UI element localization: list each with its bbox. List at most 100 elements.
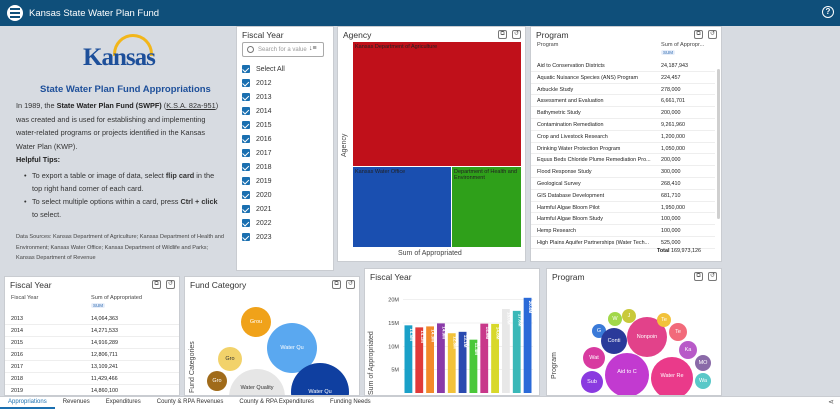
tab-county-rpa-revenues[interactable]: County & RPA Revenues	[156, 399, 224, 405]
table-row[interactable]: 2018 11,429,466	[5, 373, 179, 385]
table-row[interactable]: Bathymetric Study 200,000	[531, 107, 715, 119]
flip-card-icon[interactable]: ↺	[346, 280, 355, 289]
card-title: Agency	[343, 30, 372, 40]
agency-card: Agency ⧉ ↺ Kansas Department of Agricultu…	[337, 26, 526, 262]
table-row[interactable]: 2017 13,109,241	[5, 361, 179, 373]
bubble[interactable]: Te	[657, 313, 671, 327]
table-row[interactable]: Aid to Conservation Districts 24,187,943	[531, 60, 715, 72]
bubble[interactable]: Water Re	[651, 357, 693, 395]
bar-2014[interactable]	[426, 326, 434, 393]
bubble[interactable]: Wat	[583, 347, 605, 369]
flip-card-icon[interactable]: ↺	[708, 30, 717, 39]
year-checkbox-2012[interactable]: 2012	[242, 79, 272, 87]
table-row[interactable]: Aquatic Nuisance Species (ANS) Program 22…	[531, 72, 715, 84]
filter-icon[interactable]: ⧉	[152, 280, 161, 289]
table-row[interactable]: Geological Survey 268,410	[531, 178, 715, 190]
year-checkbox-2020[interactable]: 2020	[242, 191, 272, 199]
table-row[interactable]: Equus Beds Chloride Plume Remediation Pr…	[531, 154, 715, 167]
year-checkbox-2014[interactable]: 2014	[242, 107, 272, 115]
filter-icon[interactable]: ⧉	[694, 272, 703, 281]
bar-2019[interactable]	[480, 323, 489, 393]
tab-revenues[interactable]: Revenues	[62, 399, 90, 405]
bubble[interactable]: Te	[669, 323, 687, 341]
bar-2018[interactable]	[469, 339, 478, 393]
filter-icon[interactable]: ⧉	[332, 280, 341, 289]
year-checkbox-2018[interactable]: 2018	[242, 163, 272, 171]
checkbox-icon	[242, 93, 250, 101]
sort-icon[interactable]: ↓≡	[309, 45, 317, 52]
year-checkbox-2013[interactable]: 2013	[242, 93, 272, 101]
search-input[interactable]: Search for a value	[242, 42, 324, 57]
treemap-cell-health[interactable]: Department of Health and Environment	[452, 167, 521, 247]
bubble[interactable]: Gro	[218, 347, 242, 371]
column-header-sum[interactable]: Sum of Appropriated	[91, 295, 142, 301]
table-row[interactable]: Drinking Water Protection Program 1,050,0…	[531, 143, 715, 155]
table-row[interactable]: Arbuckle Study 278,000	[531, 84, 715, 96]
bubble[interactable]: MO	[695, 355, 711, 371]
bubble[interactable]: Sub	[581, 371, 603, 393]
column-header-sum[interactable]: Sum of Appropr...	[661, 42, 705, 48]
flip-card-icon[interactable]: ↺	[708, 272, 717, 281]
table-row[interactable]: 2014 14,271,533	[5, 325, 179, 337]
table-row[interactable]: High Plains Aquifer Partnerships (Water …	[531, 237, 715, 249]
bubble[interactable]: J	[622, 309, 636, 323]
bar-2016[interactable]	[447, 333, 456, 393]
column-header-program[interactable]: Program	[537, 42, 559, 48]
table-row[interactable]: 2015 14,916,289	[5, 337, 179, 349]
table-row[interactable]: 2013 14,064,363	[5, 313, 179, 325]
bar-2023[interactable]	[523, 297, 532, 393]
tab-appropriations[interactable]: Appropriations	[0, 397, 55, 409]
bar-2013[interactable]	[415, 327, 424, 393]
bubble[interactable]: Gro	[207, 371, 227, 391]
share-icon[interactable]: ⋖	[828, 399, 834, 406]
bar-2021[interactable]	[502, 309, 510, 393]
flip-card-icon[interactable]: ↺	[512, 30, 521, 39]
bubble[interactable]: W	[608, 312, 622, 326]
help-icon[interactable]: ?	[822, 6, 834, 18]
year-checkbox-2019[interactable]: 2019	[242, 177, 272, 185]
bar-data-label: 13.1M	[463, 335, 468, 348]
tab-expenditures[interactable]: Expenditures	[105, 399, 141, 405]
treemap-cell-agriculture[interactable]: Kansas Department of Agriculture	[353, 42, 521, 166]
filter-icon[interactable]: ⧉	[498, 30, 507, 39]
scrollbar[interactable]	[717, 69, 720, 219]
table-row[interactable]: Crop and Livestock Research 1,200,000	[531, 131, 715, 143]
year-checkbox-2016[interactable]: 2016	[242, 135, 272, 143]
bubble[interactable]: Wa	[695, 373, 711, 389]
bar-2022[interactable]	[512, 310, 521, 393]
bubble[interactable]: Ka	[679, 341, 697, 359]
tab-county-rpa-expenditures[interactable]: County & RPA Expenditures	[239, 399, 314, 405]
bar-2012[interactable]	[404, 325, 413, 393]
table-row[interactable]: Harmful Algae Bloom Pilot 1,950,000	[531, 202, 715, 214]
tab-funding-needs[interactable]: Funding Needs	[329, 399, 371, 405]
table-row[interactable]: GIS Database Development 681,710	[531, 190, 715, 202]
table-row[interactable]: Assessment and Evaluation 6,661,701	[531, 95, 715, 108]
table-row[interactable]: 2019 14,860,100	[5, 385, 179, 395]
table-row[interactable]: Harmful Algae Bloom Study 100,000	[531, 213, 715, 226]
year-checkbox-2021[interactable]: 2021	[242, 205, 272, 213]
year-checkbox-2022[interactable]: 2022	[242, 219, 272, 227]
ksa-link[interactable]: K.S.A. 82a-951	[166, 101, 216, 110]
flip-card-icon[interactable]: ↺	[166, 280, 175, 289]
table-row[interactable]: Flood Response Study 300,000	[531, 166, 715, 178]
checkbox-icon	[242, 205, 250, 213]
info-paragraph: In 1989, the State Water Plan Fund (SWPF…	[16, 101, 219, 152]
column-header-year[interactable]: Fiscal Year	[11, 295, 39, 301]
bubble[interactable]: Conti	[601, 328, 627, 354]
table-row[interactable]: 2016 12,806,711	[5, 349, 179, 361]
table-row[interactable]: Hemp Research 100,000	[531, 225, 715, 237]
bar-2020[interactable]	[491, 323, 499, 393]
year-checkbox-2017[interactable]: 2017	[242, 149, 272, 157]
bubble[interactable]: Aid to C	[605, 353, 649, 395]
filter-icon[interactable]: ⧉	[694, 30, 703, 39]
select-all-checkbox[interactable]: Select All	[242, 65, 285, 73]
bar-2017[interactable]	[458, 331, 467, 393]
year-checkbox-2023[interactable]: 2023	[242, 233, 272, 241]
bar-2015[interactable]	[437, 323, 445, 393]
year-checkbox-2015[interactable]: 2015	[242, 121, 272, 129]
bubble[interactable]: Grou	[241, 307, 271, 337]
table-row[interactable]: Contamination Remediation 9,261,960	[531, 119, 715, 131]
bubble[interactable]: Water Quality	[229, 369, 285, 395]
treemap-cell-water-office[interactable]: Kansas Water Office	[353, 167, 451, 247]
checkbox-icon	[242, 121, 250, 129]
